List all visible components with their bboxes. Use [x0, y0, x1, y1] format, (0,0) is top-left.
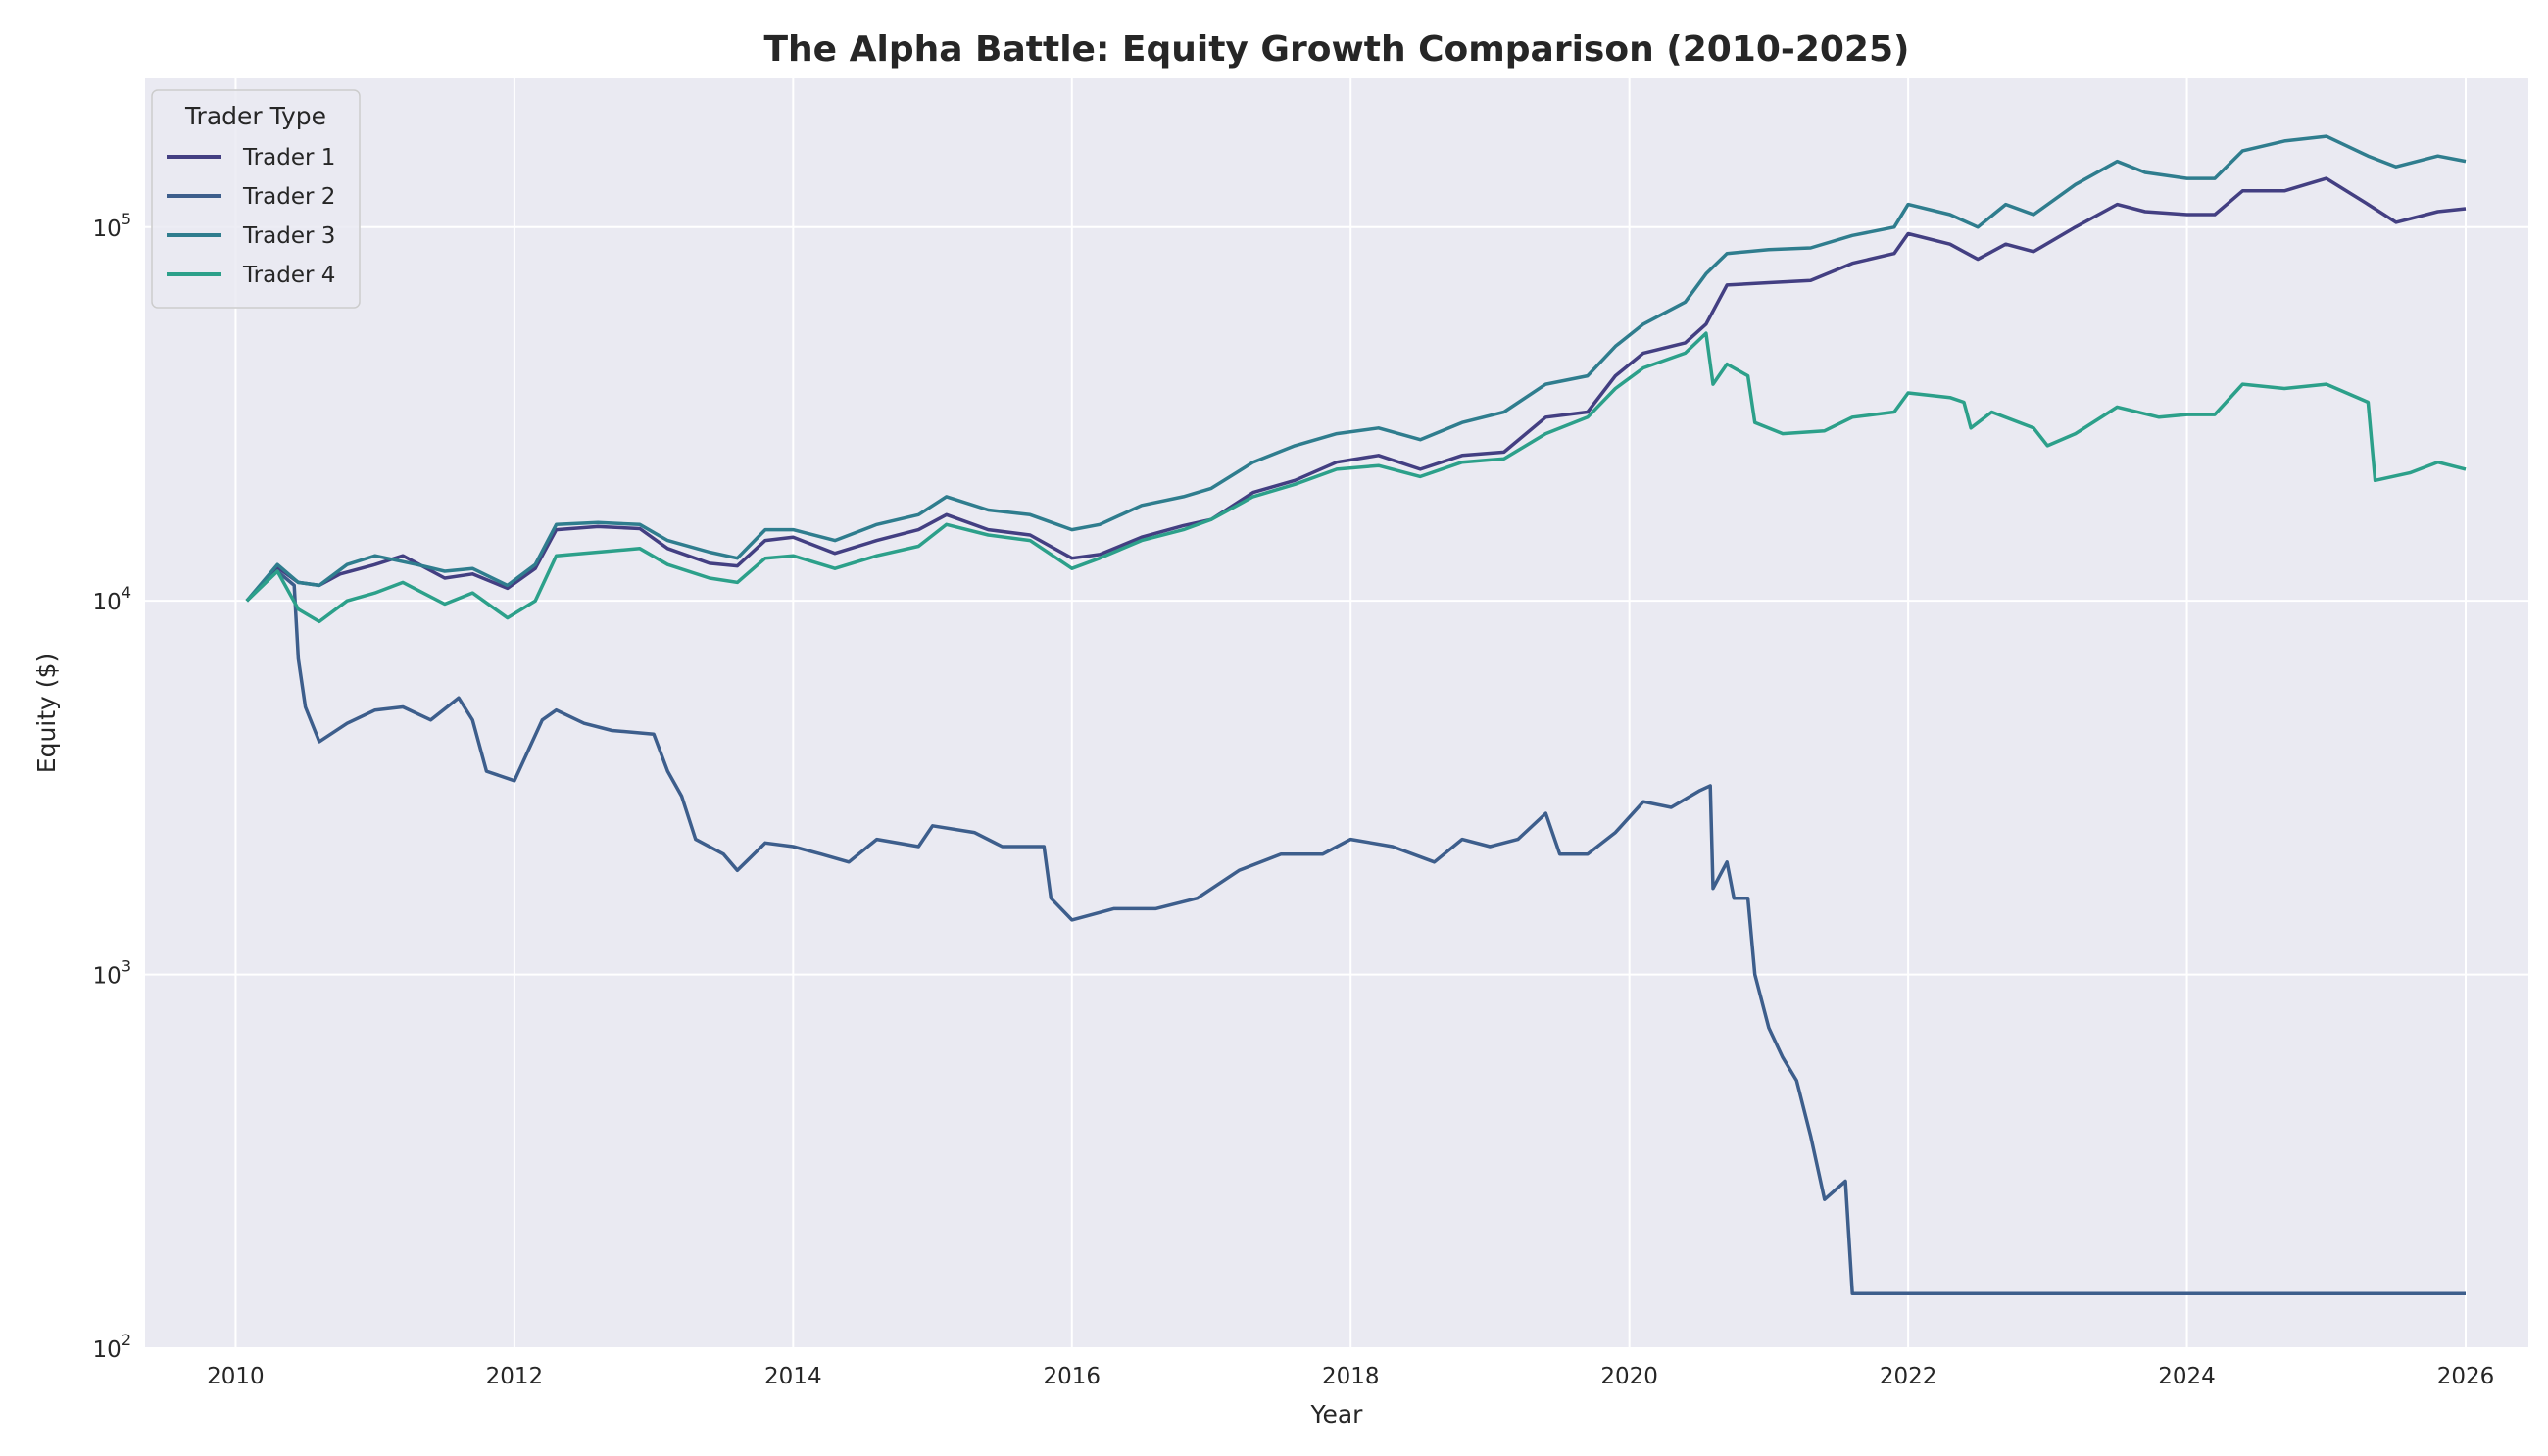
grid-layer: [145, 78, 2528, 1349]
x-tick-label: 2016: [1044, 1364, 1102, 1389]
y-axis-ticks: 102 103 104 105: [93, 210, 131, 1363]
legend-entries: Trader 1 Trader 2 Trader 3 Trader 4: [167, 145, 335, 288]
legend-label: Trader 3: [242, 223, 335, 249]
plot-background: [145, 78, 2528, 1348]
series-line-trader-1: [245, 176, 2467, 603]
y-axis-label: Equity ($): [32, 654, 61, 773]
x-axis-label: Year: [1310, 1400, 1364, 1429]
chart-title: The Alpha Battle: Equity Growth Comparis…: [764, 29, 1910, 70]
x-tick-label: 2018: [1322, 1364, 1380, 1389]
legend-label: Trader 4: [242, 263, 335, 288]
x-tick-label: 2022: [1880, 1364, 1937, 1389]
x-tick-label: 2012: [486, 1364, 544, 1389]
legend-label: Trader 2: [242, 184, 335, 210]
series-line-trader-4: [245, 331, 2467, 624]
y-tick-label: 103: [93, 957, 131, 990]
series-line-trader-3: [245, 134, 2467, 603]
series-layer: [245, 134, 2467, 1296]
x-tick-label: 2020: [1600, 1364, 1658, 1389]
y-tick-label: 102: [93, 1331, 131, 1363]
x-axis-ticks: 2010 2012 2014 2016 2018 2020 2022 2024 2026: [207, 1364, 2494, 1389]
x-tick-label: 2014: [764, 1364, 822, 1389]
legend-title: Trader Type: [184, 102, 326, 130]
x-tick-label: 2024: [2158, 1364, 2216, 1389]
x-tick-label: 2010: [207, 1364, 265, 1389]
x-tick-label: 2026: [2437, 1364, 2495, 1389]
y-tick-label: 105: [93, 210, 131, 242]
series-line-trader-2: [245, 569, 2466, 1296]
legend-box: [151, 89, 361, 309]
y-tick-label: 104: [93, 583, 131, 615]
legend-label: Trader 1: [242, 145, 335, 170]
